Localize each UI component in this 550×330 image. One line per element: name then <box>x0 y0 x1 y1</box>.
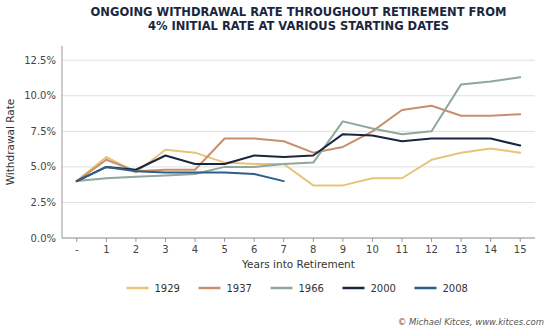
legend-label: 2000 <box>371 283 396 294</box>
x-tick-label: 13 <box>455 244 468 255</box>
x-tick-label: 1 <box>103 244 109 255</box>
series-line <box>77 134 520 181</box>
title: ONGOING WITHDRAWAL RATE THROUGHOUT RETIR… <box>91 5 507 33</box>
grid-line <box>62 131 535 132</box>
x-tick <box>106 238 107 242</box>
x-tick <box>461 238 462 242</box>
x-tick <box>254 238 255 242</box>
x-tick <box>224 238 225 242</box>
x-tick-label: - <box>75 244 79 255</box>
y-axis <box>62 46 63 238</box>
legend-swatch <box>343 287 365 290</box>
y-tick-label: 10.0% <box>24 90 56 101</box>
y-tick-label: 0.0% <box>31 233 56 244</box>
grid-line <box>62 202 535 203</box>
title-line: ONGOING WITHDRAWAL RATE THROUGHOUT RETIR… <box>91 5 507 19</box>
legend-label: 1937 <box>227 283 252 294</box>
x-tick-label: 11 <box>396 244 409 255</box>
annotation: © Michael Kitces, www.kitces.com <box>398 317 544 327</box>
x-tick <box>76 238 77 242</box>
x-tick-label: 4 <box>192 244 198 255</box>
x-tick-label: 10 <box>366 244 379 255</box>
series-line <box>77 106 520 181</box>
series-line <box>77 167 284 181</box>
plot-area <box>77 77 520 185</box>
x-tick-label: 8 <box>310 244 316 255</box>
x-tick-label: 15 <box>514 244 527 255</box>
legend-swatch <box>199 287 221 290</box>
y-axis-label: Withdrawal Rate <box>4 99 16 186</box>
chart: ONGOING WITHDRAWAL RATE THROUGHOUT RETIR… <box>0 0 550 330</box>
y-tick-label: 5.0% <box>31 161 56 172</box>
x-tick <box>342 238 343 242</box>
x-tick <box>313 238 314 242</box>
x-tick-label: 3 <box>162 244 168 255</box>
grid-line <box>62 238 535 239</box>
legend: 1929 1937 1966 2000 2008 <box>127 283 468 294</box>
x-tick <box>165 238 166 242</box>
legend-label: 1929 <box>155 283 180 294</box>
x-tick <box>520 238 521 242</box>
x-tick <box>372 238 373 242</box>
x-tick-label: 6 <box>251 244 257 255</box>
grid-line <box>62 166 535 167</box>
y-tick-label: 7.5% <box>31 126 56 137</box>
x-tick <box>431 238 432 242</box>
legend-label: 1966 <box>299 283 324 294</box>
x-tick <box>283 238 284 242</box>
legend-swatch <box>415 287 437 290</box>
title-line: 4% INITIAL RATE AT VARIOUS STARTING DATE… <box>148 19 449 33</box>
x-tick <box>490 238 491 242</box>
legend-label: 2008 <box>443 283 468 294</box>
legend-swatch <box>271 287 293 290</box>
x-axis <box>62 238 535 239</box>
x-tick <box>195 238 196 242</box>
x-tick <box>135 238 136 242</box>
x-axis-label: Years into Retirement <box>241 258 355 270</box>
x-tick-label: 12 <box>425 244 438 255</box>
y-tick-label: 2.5% <box>31 197 56 208</box>
x-tick-label: 14 <box>484 244 497 255</box>
x-tick-label: 9 <box>340 244 346 255</box>
grid-line <box>62 60 535 61</box>
x-tick-label: 5 <box>221 244 227 255</box>
y-tick-label: 12.5% <box>24 55 56 66</box>
x-tick-label: 2 <box>133 244 139 255</box>
x-tick <box>401 238 402 242</box>
x-tick-label: 7 <box>281 244 287 255</box>
grid-line <box>62 95 535 96</box>
legend-swatch <box>127 287 149 290</box>
series-line <box>77 77 520 181</box>
